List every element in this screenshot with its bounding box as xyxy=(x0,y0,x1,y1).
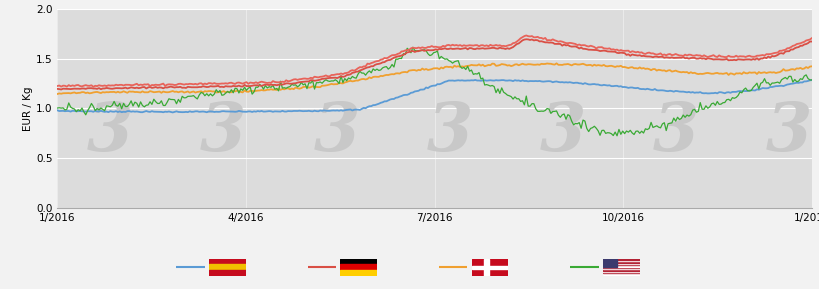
Text: 3: 3 xyxy=(426,100,473,165)
Bar xyxy=(209,259,246,264)
Bar xyxy=(602,263,639,264)
Bar xyxy=(209,270,246,276)
Bar xyxy=(602,273,639,275)
Text: 3: 3 xyxy=(652,100,699,165)
Bar xyxy=(602,268,639,269)
Bar xyxy=(209,264,246,270)
Bar xyxy=(602,260,639,261)
Bar xyxy=(602,261,639,263)
Bar xyxy=(340,259,377,264)
Bar xyxy=(602,264,639,265)
Bar xyxy=(602,265,639,267)
Bar xyxy=(484,259,488,276)
Y-axis label: EUR / Kg: EUR / Kg xyxy=(23,86,33,131)
Bar xyxy=(602,259,639,260)
Bar xyxy=(602,272,639,273)
Bar xyxy=(602,269,639,271)
Bar xyxy=(340,264,377,270)
Bar xyxy=(602,267,639,268)
Bar xyxy=(340,270,377,276)
Bar xyxy=(602,275,639,276)
Bar xyxy=(602,259,617,267)
Bar xyxy=(471,266,508,269)
Text: 3: 3 xyxy=(539,100,586,165)
Text: 3: 3 xyxy=(200,100,247,165)
Text: 3: 3 xyxy=(765,100,812,165)
Text: 3: 3 xyxy=(87,100,133,165)
Bar xyxy=(602,271,639,272)
Text: 3: 3 xyxy=(313,100,360,165)
